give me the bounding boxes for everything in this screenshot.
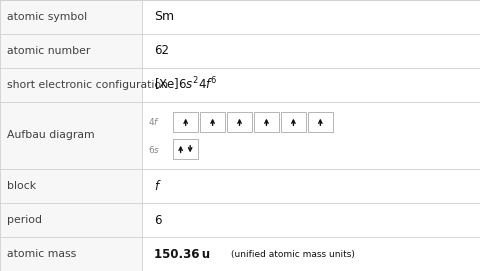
- Bar: [227, 112, 252, 132]
- Bar: [307, 112, 332, 132]
- Text: Aufbau diagram: Aufbau diagram: [7, 131, 95, 140]
- Text: 6: 6: [154, 214, 161, 227]
- Bar: [280, 112, 305, 132]
- Text: 150.36 u: 150.36 u: [154, 248, 210, 260]
- Text: atomic mass: atomic mass: [7, 249, 76, 259]
- Text: short electronic configuration: short electronic configuration: [7, 80, 168, 90]
- Bar: [173, 139, 198, 159]
- Text: $\mathregular{4}f$: $\mathregular{4}f$: [147, 117, 159, 127]
- Text: Sm: Sm: [154, 11, 174, 23]
- Text: $\mathregular{[Xe]6}s^{2}\mathregular{4}f^{6}$: $\mathregular{[Xe]6}s^{2}\mathregular{4}…: [154, 76, 217, 93]
- Text: period: period: [7, 215, 42, 225]
- Bar: [0, 0, 142, 271]
- Bar: [173, 112, 198, 132]
- Text: block: block: [7, 181, 36, 191]
- Text: atomic number: atomic number: [7, 46, 90, 56]
- Text: atomic symbol: atomic symbol: [7, 12, 87, 22]
- Text: f: f: [154, 180, 158, 193]
- Text: (unified atomic mass units): (unified atomic mass units): [230, 250, 354, 259]
- Bar: [253, 112, 278, 132]
- Text: $\mathregular{6}s$: $\mathregular{6}s$: [147, 144, 159, 154]
- Bar: [200, 112, 225, 132]
- Text: 62: 62: [154, 44, 168, 57]
